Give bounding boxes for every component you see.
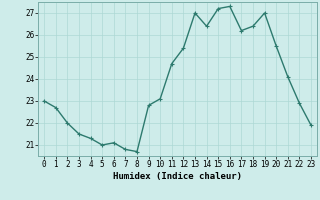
X-axis label: Humidex (Indice chaleur): Humidex (Indice chaleur) <box>113 172 242 181</box>
